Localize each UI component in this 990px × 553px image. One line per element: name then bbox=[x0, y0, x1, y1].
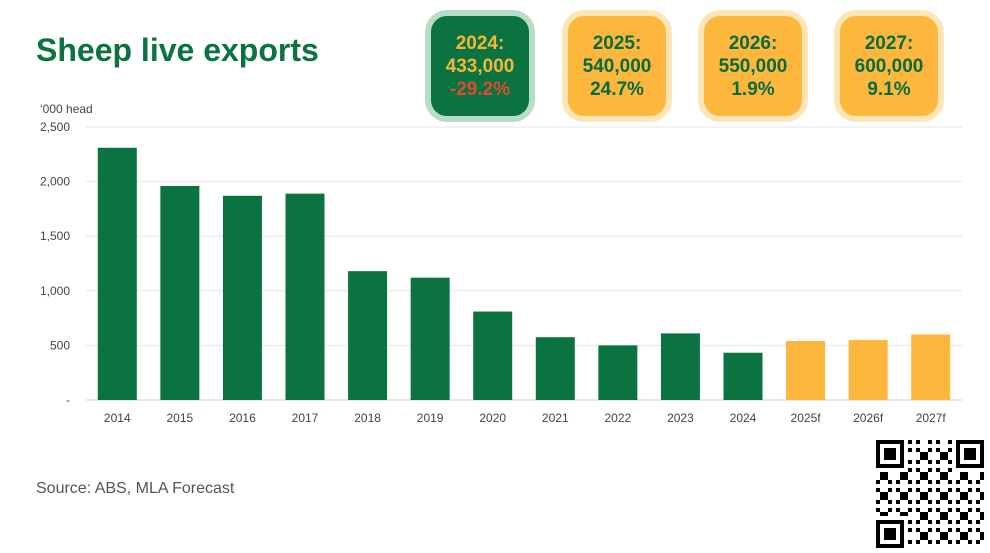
card-value: 433,000 bbox=[445, 55, 515, 77]
bar-2026f bbox=[848, 339, 888, 400]
card-year: 2026: bbox=[728, 32, 778, 54]
card-change: 9.1% bbox=[867, 78, 911, 100]
bar-2016 bbox=[222, 195, 262, 400]
y-tick-label: 1,500 bbox=[40, 229, 70, 243]
x-tick-label: 2019 bbox=[417, 411, 444, 425]
card-value: 550,000 bbox=[718, 55, 788, 77]
qr-code-icon bbox=[876, 440, 984, 548]
bar-2025f bbox=[786, 341, 826, 400]
x-tick-label: 2020 bbox=[479, 411, 506, 425]
summary-card-2026: 2026: 550,000 1.9% bbox=[698, 10, 808, 122]
bar-2015 bbox=[160, 185, 200, 400]
x-tick-label: 2025f bbox=[791, 411, 822, 425]
x-tick-label: 2023 bbox=[667, 411, 694, 425]
x-tick-label: 2022 bbox=[605, 411, 632, 425]
summary-card-2025: 2025: 540,000 24.7% bbox=[562, 10, 672, 122]
bar-2023 bbox=[660, 333, 700, 400]
bar-2021 bbox=[535, 337, 575, 400]
card-year: 2027: bbox=[864, 32, 914, 54]
card-year: 2025: bbox=[592, 32, 642, 54]
bar-2020 bbox=[473, 311, 513, 400]
y-axis-unit-label: ‘000 head bbox=[40, 102, 93, 116]
bar-chart: - 500 1,000 1,500 2,000 2,500 2014 2015 2016 2017… bbox=[40, 120, 962, 425]
x-tick-label: 2017 bbox=[292, 411, 319, 425]
y-tick-label: - bbox=[66, 393, 70, 407]
card-value: 540,000 bbox=[582, 55, 652, 77]
bar-2027f bbox=[911, 334, 951, 400]
card-change: 24.7% bbox=[590, 78, 644, 100]
bar-2017 bbox=[285, 193, 325, 400]
summary-card-2024: 2024: 433,000 -29.2% bbox=[425, 10, 535, 122]
bar-2024 bbox=[723, 352, 763, 400]
x-tick-label: 2021 bbox=[542, 411, 569, 425]
chart-title: Sheep live exports bbox=[36, 32, 319, 68]
source-note: Source: ABS, MLA Forecast bbox=[36, 480, 235, 497]
y-tick-label: 2,500 bbox=[40, 120, 70, 134]
card-value: 600,000 bbox=[854, 55, 924, 77]
y-tick-label: 500 bbox=[50, 338, 70, 352]
x-tick-label: 2015 bbox=[167, 411, 194, 425]
x-tick-label: 2026f bbox=[853, 411, 884, 425]
summary-card-2027: 2027: 600,000 9.1% bbox=[834, 10, 944, 122]
x-tick-label: 2014 bbox=[104, 411, 131, 425]
bar-2022 bbox=[598, 345, 638, 400]
bar-2019 bbox=[410, 277, 450, 400]
x-tick-label: 2027f bbox=[916, 411, 947, 425]
bar-2018 bbox=[348, 271, 388, 400]
x-tick-label: 2016 bbox=[229, 411, 256, 425]
card-change: -29.2% bbox=[449, 78, 511, 100]
y-tick-label: 2,000 bbox=[40, 175, 70, 189]
x-tick-label: 2018 bbox=[354, 411, 381, 425]
x-tick-label: 2024 bbox=[730, 411, 757, 425]
card-year: 2024: bbox=[455, 32, 505, 54]
y-tick-label: 1,000 bbox=[40, 284, 70, 298]
card-change: 1.9% bbox=[731, 78, 775, 100]
bar-2014 bbox=[97, 147, 137, 400]
